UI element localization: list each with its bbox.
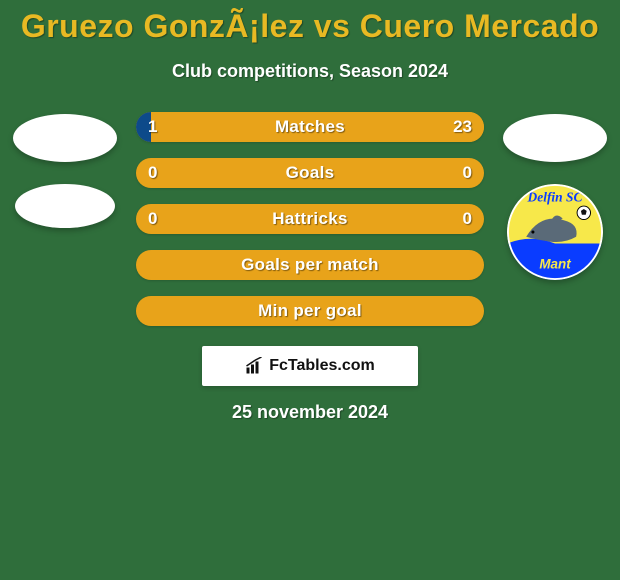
svg-text:Delfin SC: Delfin SC (527, 189, 584, 204)
fctables-logo-icon (245, 357, 263, 375)
brand-plate: FcTables.com (202, 346, 418, 386)
stat-value-right: 23 (453, 112, 472, 142)
stat-value-right: 0 (463, 158, 472, 188)
stat-value-left: 1 (148, 112, 157, 142)
subtitle: Club competitions, Season 2024 (0, 61, 620, 82)
stat-bar: Matches1 23 (136, 112, 484, 142)
footer-date: 25 november 2024 (0, 402, 620, 423)
stat-label: Min per goal (136, 296, 484, 326)
stat-bar: Goals0 0 (136, 158, 484, 188)
page-title: Gruezo GonzÃ¡lez vs Cuero Mercado (0, 0, 620, 45)
left-player-avatar (13, 114, 117, 162)
right-side: Delfin SC Mant (490, 112, 620, 280)
left-club-badge (15, 184, 115, 228)
stat-value-left: 0 (148, 204, 157, 234)
stat-value-left: 0 (148, 158, 157, 188)
svg-text:Mant: Mant (539, 256, 571, 271)
stat-label: Matches (136, 112, 484, 142)
left-side (0, 112, 130, 228)
stat-value-right: 0 (463, 204, 472, 234)
stat-bars: Matches123Goals00Hattricks00Goals per ma… (130, 112, 490, 326)
brand-text: FcTables.com (269, 357, 375, 375)
right-club-badge: Delfin SC Mant (507, 184, 603, 280)
stat-bar: Min per goal (136, 296, 484, 326)
stat-bar: Goals per match (136, 250, 484, 280)
stat-label: Goals per match (136, 250, 484, 280)
stat-bar: Hattricks0 0 (136, 204, 484, 234)
comparison-body: Matches123Goals00Hattricks00Goals per ma… (0, 112, 620, 326)
stat-label: Hattricks (136, 204, 484, 234)
stat-label: Goals (136, 158, 484, 188)
right-player-avatar (503, 114, 607, 162)
